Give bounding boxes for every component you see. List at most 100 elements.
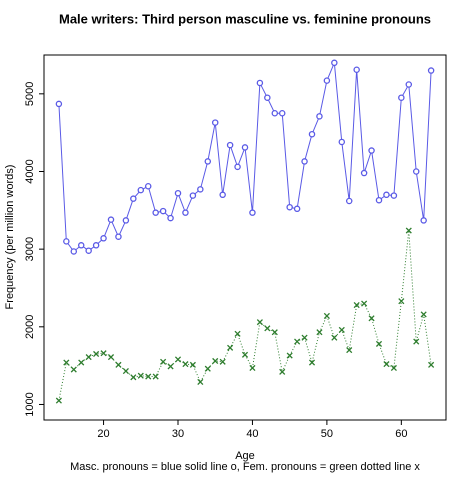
point [189,361,196,368]
point [78,359,85,366]
point [130,374,137,381]
point [204,365,211,372]
point [286,352,293,359]
point [122,217,130,224]
point [286,203,293,211]
caption: Masc. pronouns = blue solid line o, Fem.… [70,461,420,473]
point [92,242,100,249]
point [93,350,100,358]
point [294,338,301,345]
point [360,169,368,177]
point [174,356,182,363]
point [63,359,70,366]
point [346,347,353,354]
point [226,141,234,149]
point [301,334,308,341]
point [420,311,427,318]
point [152,373,159,380]
point [398,94,405,101]
point [167,363,174,370]
point [361,300,368,307]
point [55,100,63,108]
point [189,192,197,199]
point [182,209,189,216]
point [412,168,420,175]
point [331,59,338,67]
point [212,357,219,365]
point [219,191,226,199]
point [70,366,77,373]
point [368,147,375,154]
point [413,338,420,345]
point [383,361,390,368]
point [197,186,204,193]
point [308,130,316,138]
point [144,182,152,190]
point [115,233,122,240]
point [278,109,286,117]
y-tick-label: 3000 [24,237,36,261]
point [390,364,397,372]
point [390,192,398,199]
point [152,209,159,216]
point [308,359,316,366]
y-axis-label: Frequency (per million words) [4,165,16,310]
point [428,361,435,368]
point [122,368,129,375]
point [197,378,204,386]
point [70,248,78,255]
point [264,325,271,332]
point [256,319,263,326]
point [55,397,62,404]
point [107,216,115,223]
series-line [58,230,432,401]
point [331,334,338,341]
y-tick-label: 1000 [24,392,36,416]
point [115,361,122,368]
point [293,205,301,213]
point [375,196,383,204]
point [137,186,145,194]
point [159,207,167,215]
series-line [58,62,432,253]
point [383,191,390,199]
point [279,368,286,375]
point [182,361,189,368]
point [264,94,271,101]
point [241,144,249,151]
point [100,235,107,242]
point [427,67,435,74]
point [249,364,256,372]
point [271,109,279,117]
x-tick-label: 40 [246,428,258,440]
point [227,344,234,351]
point [77,242,85,249]
x-tick-label: 50 [321,428,333,440]
point [160,358,167,365]
point [398,298,405,305]
point [85,247,92,254]
point [107,354,115,361]
point [130,195,137,202]
point [368,315,375,322]
point [85,354,92,361]
chart-title: Male writers: Third person masculine vs.… [59,11,431,26]
plot-frame [43,54,447,421]
point [174,189,182,197]
x-tick-label: 30 [172,428,184,440]
point [338,138,346,146]
point [145,373,152,380]
x-tick-label: 60 [395,428,407,440]
point [301,158,308,165]
point [316,329,323,336]
point [256,79,264,87]
point [323,77,331,84]
y-tick-label: 2000 [24,315,36,339]
point [405,81,413,88]
point [219,358,226,365]
point [234,163,241,171]
point [167,214,174,222]
point [375,340,383,347]
point [249,209,256,216]
